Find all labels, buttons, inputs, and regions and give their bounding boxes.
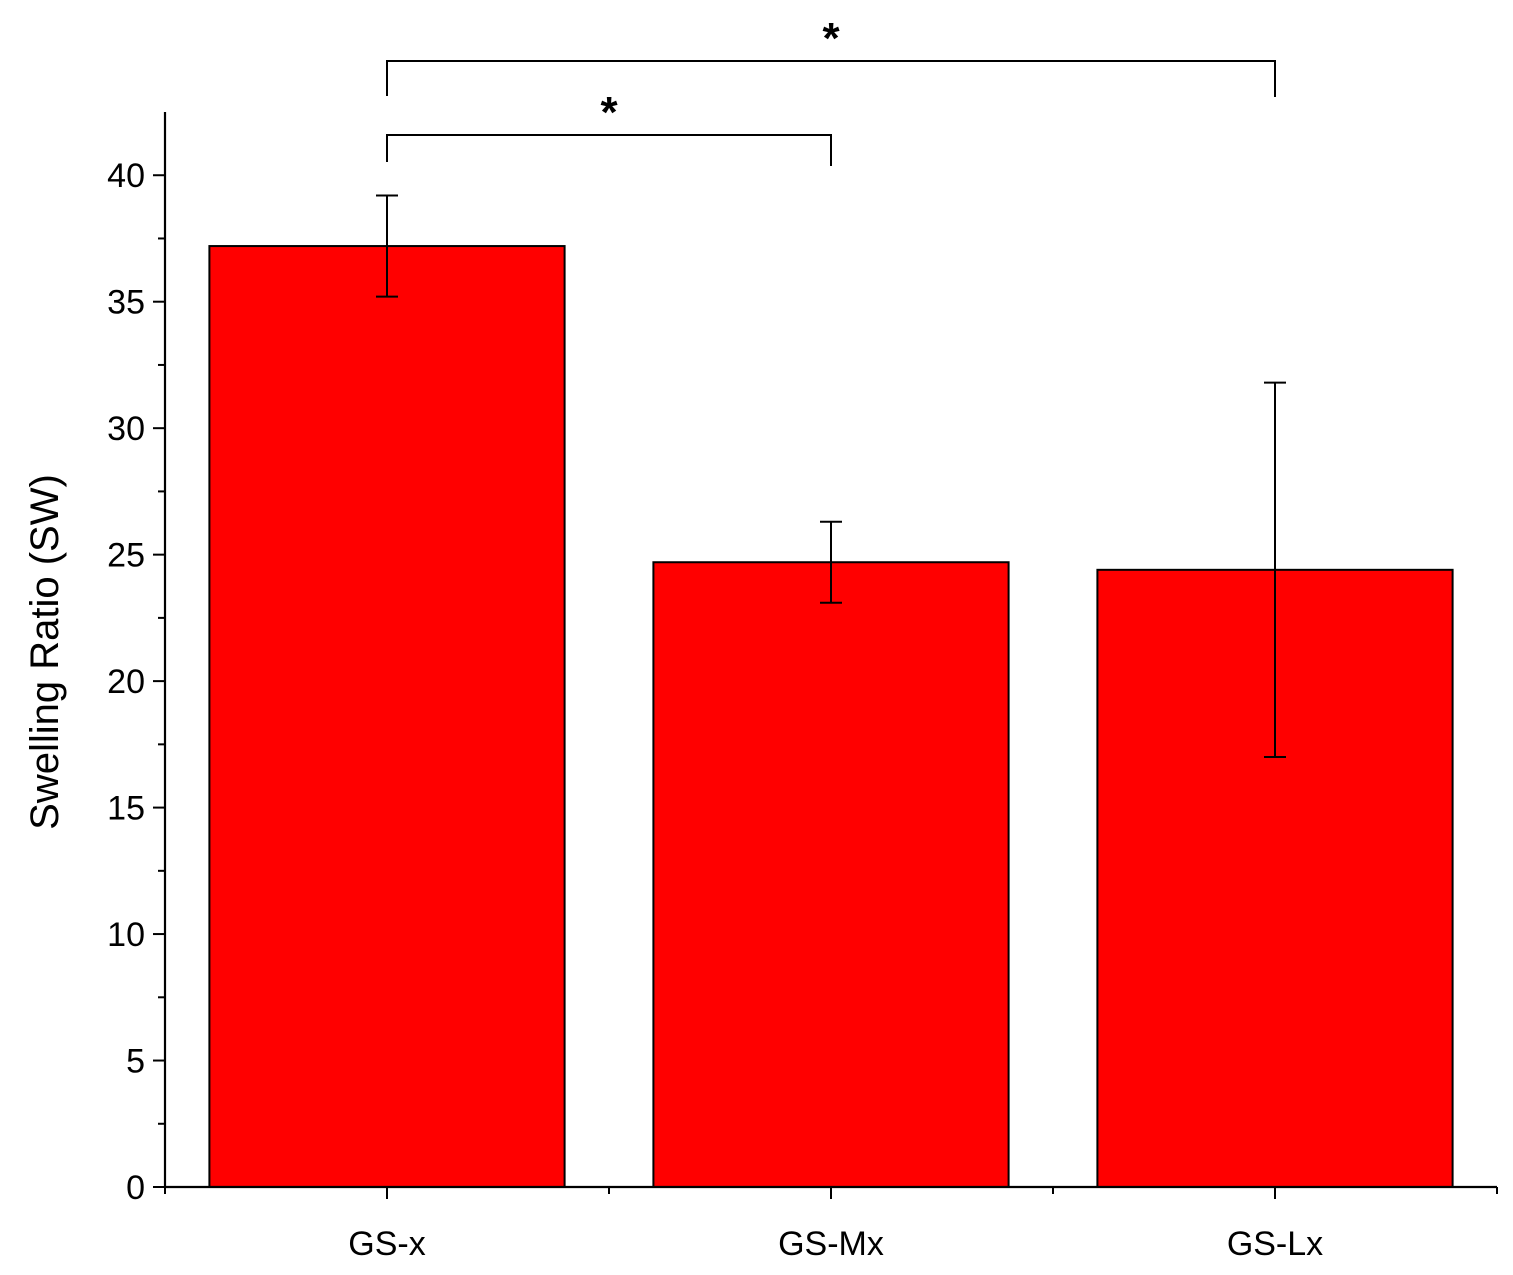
significance-label: * <box>600 88 618 137</box>
y-tick-label-25: 25 <box>107 537 145 575</box>
significance-layer: ** <box>386 14 1276 166</box>
error-bar-gs-lx <box>1264 381 1286 758</box>
x-tick-label-gs-lx: GS-Lx <box>1227 1225 1323 1263</box>
y-tick-label-0: 0 <box>126 1169 145 1207</box>
y-tick-label-30: 30 <box>107 410 145 448</box>
bars-layer <box>208 245 1454 1188</box>
y-tick-label-15: 15 <box>107 790 145 828</box>
y-axis-title: Swelling Ratio (SW) <box>23 474 67 830</box>
significance-bracket-1: * <box>386 88 832 166</box>
x-tick-label-gs-mx: GS-Mx <box>778 1225 884 1263</box>
bracket-line <box>386 134 832 166</box>
significance-label: * <box>822 14 840 63</box>
y-tick-label-10: 10 <box>107 916 145 954</box>
y-tick-label-35: 35 <box>107 284 145 322</box>
bar-gs-mx <box>652 561 1010 1188</box>
y-tick-label-40: 40 <box>107 157 145 195</box>
x-tick-label-gs-x: GS-x <box>348 1225 425 1263</box>
error-bar-gs-x <box>376 194 398 298</box>
error-bars-layer <box>376 194 1286 758</box>
significance-bracket-2: * <box>386 14 1276 97</box>
y-tick-label-20: 20 <box>107 663 145 701</box>
error-bar-gs-mx <box>820 520 842 604</box>
bar-gs-x <box>208 245 566 1188</box>
axes-layer: 0 5 10 15 20 25 30 35 40 GS-x GS-Mx GS-Lx <box>107 112 1498 1263</box>
bracket-line <box>386 60 1276 97</box>
y-tick-label-5: 5 <box>126 1043 145 1081</box>
